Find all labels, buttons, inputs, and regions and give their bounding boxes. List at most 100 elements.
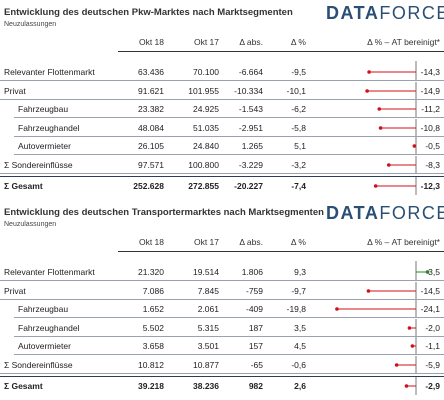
row-divider xyxy=(14,354,444,355)
bar-dot xyxy=(365,88,369,93)
table-row: Fahrzeughandel 48.084 51.035 -2.951 -5,8 -10,… xyxy=(0,118,444,137)
cell-delta-abs: -10.334 xyxy=(234,85,263,96)
row-label: Σ Sondereinflüsse xyxy=(4,359,73,370)
row-label: Autovermieter xyxy=(18,141,71,151)
table-subtitle: Neuzulassungen xyxy=(4,21,57,28)
cell-okt17: 5.315 xyxy=(197,322,219,333)
cell-okt17: 51.035 xyxy=(193,122,219,133)
row-divider xyxy=(0,80,444,81)
cell-okt18: 10.812 xyxy=(138,359,164,370)
cell-delta-pct-at: -12,3 xyxy=(420,181,440,191)
at-bar xyxy=(394,355,417,374)
cell-okt17: 3.501 xyxy=(197,341,219,351)
row-label: Relevanter Flottenmarkt xyxy=(4,67,95,77)
row-divider xyxy=(14,135,444,137)
cell-delta-pct-at: -2,9 xyxy=(425,381,440,391)
table-row: Fahrzeugbau 23.382 24.925 -1.543 -6,2 -11,2 xyxy=(0,100,444,118)
header-divider xyxy=(118,51,444,52)
bar-dot xyxy=(407,325,412,330)
cell-delta-pct: -19,8 xyxy=(286,304,306,314)
at-bar xyxy=(367,61,417,81)
cell-delta-pct-at: -8,3 xyxy=(425,159,440,170)
cell-delta-abs: 982 xyxy=(248,381,263,391)
cell-delta-abs: -409 xyxy=(245,304,263,314)
cell-delta-abs: -3.229 xyxy=(238,159,263,170)
row-divider xyxy=(0,172,444,174)
header-divider xyxy=(118,251,444,252)
row-label: Σ Gesamt xyxy=(4,181,43,191)
bar-dot xyxy=(377,107,382,111)
bar-dot xyxy=(335,307,339,311)
cell-delta-pct-at: -2,0 xyxy=(425,322,440,333)
table-row: Fahrzeughandel 5.502 5.315 187 3,5 -2,0 xyxy=(0,318,444,337)
logo-text-thin: FORCE xyxy=(379,3,444,23)
cell-okt18: 26.105 xyxy=(138,141,164,151)
column-header-okt17: Okt 17 xyxy=(193,37,219,47)
row-label: Σ Sondereinflüsse xyxy=(4,159,73,170)
at-bar xyxy=(415,261,430,281)
table-row: Σ Sondereinflüsse 97.571 100.800 -3.229 -3,2… xyxy=(0,155,444,174)
bar-dot xyxy=(366,288,371,293)
cell-delta-pct-at: -14,9 xyxy=(420,85,440,96)
total-divider xyxy=(0,376,444,377)
cell-okt17: 38.236 xyxy=(193,381,219,391)
column-header-delta-abs: Δ abs. xyxy=(239,237,263,247)
cell-okt18: 3.658 xyxy=(142,341,164,351)
cell-delta-pct-at: -14,5 xyxy=(420,285,440,296)
row-divider xyxy=(14,335,444,337)
column-header-okt17: Okt 17 xyxy=(193,237,219,247)
at-bar xyxy=(366,281,417,300)
cell-okt17: 70.100 xyxy=(193,67,219,77)
cell-delta-pct: -9,7 xyxy=(291,285,306,296)
cell-delta-pct: -0,6 xyxy=(291,359,306,370)
table-row: Privat 7.086 7.845 -759 -9,7 -14,5 xyxy=(0,281,444,300)
cell-okt18: 1.652 xyxy=(142,304,164,314)
pkw-market-table: Entwicklung des deutschen Pkw-Marktes na… xyxy=(0,0,444,195)
logo-text-thin: FORCE xyxy=(379,203,444,223)
cell-delta-pct: 9,3 xyxy=(294,267,306,277)
at-bar xyxy=(365,81,417,100)
cell-delta-pct: -5,8 xyxy=(291,122,306,133)
row-label: Privat xyxy=(4,285,26,296)
bar-dot xyxy=(412,144,417,148)
row-divider xyxy=(0,280,444,281)
table-row: Privat 91.621 101.955 -10.334 -10,1 -14,9 xyxy=(0,81,444,100)
at-bar xyxy=(373,177,417,195)
cell-delta-pct-at: -10,8 xyxy=(420,122,440,133)
row-divider xyxy=(14,117,444,118)
bar-dot xyxy=(394,362,399,367)
row-divider xyxy=(0,298,444,300)
table-row: Autovermieter 3.658 3.501 157 4,5 -1,1 xyxy=(0,337,444,355)
table-row: Autovermieter 26.105 24.840 1.265 5,1 -0,5 xyxy=(0,137,444,155)
cell-okt18: 252.628 xyxy=(133,181,164,191)
cell-okt17: 101.955 xyxy=(188,85,219,96)
cell-delta-abs: -759 xyxy=(245,285,263,296)
cell-delta-pct: -3,2 xyxy=(291,159,306,170)
at-bar xyxy=(386,155,417,174)
at-bar xyxy=(377,100,417,118)
bar-dot xyxy=(386,162,391,167)
at-bar xyxy=(407,318,417,337)
cell-delta-pct-at: -0,5 xyxy=(425,141,440,151)
cell-delta-pct-at: -14,3 xyxy=(420,67,440,77)
cell-delta-pct-at: -1,1 xyxy=(425,341,440,351)
cell-delta-abs: -1.543 xyxy=(238,104,263,114)
cell-okt17: 100.800 xyxy=(188,159,219,170)
at-bar xyxy=(404,377,417,395)
cell-delta-pct: -9,5 xyxy=(291,67,306,77)
column-header-delta-abs: Δ abs. xyxy=(239,37,263,47)
at-bar xyxy=(378,118,417,137)
bar-dot xyxy=(367,70,371,74)
column-header-okt18: Okt 18 xyxy=(138,37,164,47)
column-header-delta-pct-at: Δ % – AT bereinigt* xyxy=(367,237,440,247)
cell-okt18: 91.621 xyxy=(138,85,164,96)
cell-okt17: 272.855 xyxy=(188,181,219,191)
cell-okt18: 23.382 xyxy=(138,104,164,114)
cell-delta-pct-at: -5,9 xyxy=(425,359,440,370)
row-label: Fahrzeugbau xyxy=(18,104,69,114)
cell-delta-pct: -7,4 xyxy=(291,181,306,191)
row-label: Fahrzeughandel xyxy=(18,122,80,133)
table-subtitle: Neuzulassungen xyxy=(4,221,57,228)
table-row: Σ Sondereinflüsse 10.812 10.877 -65 -0,6 -5,9 xyxy=(0,355,444,374)
dataforce-logo: DATAFORCE xyxy=(326,203,444,224)
